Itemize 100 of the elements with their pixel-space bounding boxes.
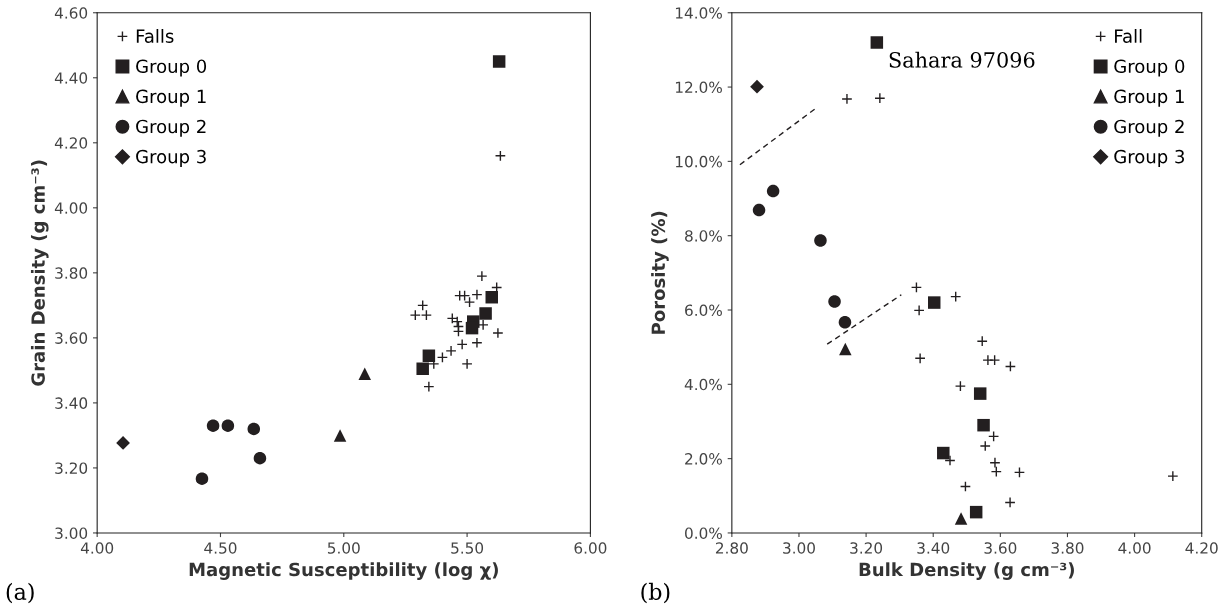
legend-label: Falls — [136, 29, 174, 43]
point — [973, 387, 987, 400]
point — [828, 295, 841, 308]
point — [841, 93, 853, 105]
x-tick-label: 4.50 — [204, 542, 237, 554]
annotation: Sahara 97096 — [889, 51, 1035, 68]
point — [959, 480, 971, 493]
point — [465, 321, 479, 335]
point — [990, 466, 1002, 478]
point — [1167, 470, 1179, 482]
y-axis-title: Grain Density (g cm⁻³) — [30, 160, 49, 386]
legend-label: Group 2 — [1114, 119, 1184, 137]
x-tick-label: 6.00 — [574, 542, 607, 554]
point — [471, 337, 483, 349]
point — [954, 512, 968, 525]
point — [914, 352, 926, 364]
point — [221, 419, 235, 432]
point — [358, 367, 371, 380]
point — [944, 454, 956, 467]
point — [954, 380, 966, 392]
y-tick-label: 4.60 — [54, 7, 88, 19]
y-tick-label: 8.0% — [685, 230, 722, 242]
y-axis-title: Porosity (%) — [651, 211, 669, 334]
point — [977, 418, 990, 432]
y-tick-label: 4.00 — [54, 202, 88, 214]
y-tick-label: 3.20 — [55, 462, 88, 474]
legend-label: Group 2 — [136, 119, 206, 137]
point — [874, 92, 886, 104]
point — [1004, 496, 1016, 509]
point — [979, 440, 991, 452]
point — [333, 429, 347, 442]
legend-label: Fall — [1115, 29, 1142, 43]
point — [479, 307, 492, 320]
point — [989, 354, 1001, 366]
point — [206, 419, 220, 432]
point — [195, 472, 209, 485]
point — [937, 446, 950, 460]
y-tick-label: 3.60 — [55, 332, 88, 344]
point — [492, 55, 506, 68]
point — [766, 184, 780, 198]
x-axis-title: Magnetic Susceptibility (log χ) — [189, 562, 498, 580]
x-tick-label: 2.80 — [715, 542, 748, 554]
y-tick-label: 12.0% — [675, 81, 722, 94]
point — [913, 304, 925, 316]
x-tick-label: 4.00 — [80, 542, 114, 554]
point — [1013, 466, 1026, 478]
point — [436, 351, 448, 363]
legend-label: Group 0 — [136, 59, 207, 77]
point — [750, 79, 764, 94]
point — [464, 296, 476, 308]
point — [976, 335, 988, 347]
point — [422, 349, 436, 362]
point — [116, 436, 130, 450]
point — [456, 338, 468, 350]
x-axis-title: Bulk Density (g cm⁻³) — [859, 562, 1074, 580]
y-tick-label: 2.0% — [685, 453, 722, 465]
point — [839, 342, 852, 356]
point — [471, 289, 483, 301]
point — [420, 309, 432, 321]
point — [253, 451, 267, 465]
x-tick-label: 3.00 — [783, 542, 815, 554]
point — [417, 299, 429, 311]
point — [752, 203, 766, 217]
y-tick-label: 4.40 — [54, 72, 88, 84]
legend-label: Group 1 — [136, 89, 206, 107]
x-tick-label: 4.00 — [1118, 542, 1151, 554]
point — [988, 430, 1000, 442]
legend-label: Group 3 — [1114, 149, 1185, 167]
point — [838, 316, 852, 329]
point — [910, 281, 922, 293]
x-tick-label: 3.80 — [1051, 542, 1084, 554]
point — [927, 296, 941, 309]
text: (a) — [6, 582, 34, 604]
point — [485, 290, 498, 304]
point — [459, 290, 471, 302]
legend-label: Group 0 — [1114, 59, 1185, 77]
y-tick-label: 14.0% — [675, 7, 722, 19]
point — [989, 457, 1001, 469]
x-tick-label: 5.00 — [327, 542, 360, 554]
point — [814, 234, 827, 247]
y-tick-label: 0.0% — [685, 527, 722, 539]
point — [247, 422, 261, 436]
point — [1004, 360, 1016, 373]
point — [870, 36, 884, 49]
x-tick-label: 5.50 — [451, 542, 484, 554]
point — [423, 381, 435, 393]
point — [950, 291, 962, 303]
y-tick-label: 10.0% — [675, 155, 722, 168]
y-tick-label: 4.20 — [54, 137, 88, 149]
y-tick-label: 4.0% — [684, 378, 722, 391]
y-tick-label: 3.00 — [55, 527, 88, 539]
x-tick-label: 4.20 — [1185, 542, 1218, 554]
y-tick-label: 6.0% — [685, 304, 722, 317]
x-tick-label: 3.40 — [917, 542, 950, 554]
point — [476, 270, 488, 282]
point — [494, 150, 506, 162]
point — [409, 309, 421, 321]
point — [416, 362, 429, 376]
text: (b) — [641, 582, 670, 604]
x-tick-label: 3.60 — [984, 542, 1017, 554]
